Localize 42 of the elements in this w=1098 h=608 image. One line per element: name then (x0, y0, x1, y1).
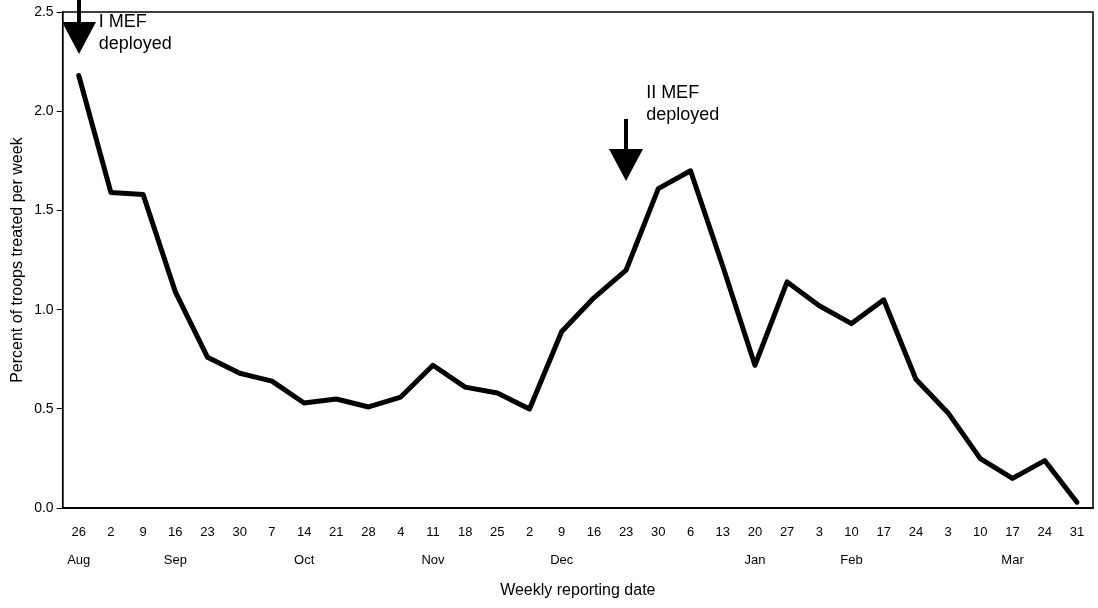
x-tick-label: 28 (361, 524, 376, 540)
x-tick-label: 20 Jan (744, 524, 766, 567)
x-tick-label: 10 Feb (840, 524, 863, 567)
x-tick-label: 30 (232, 524, 247, 540)
x-tick-label: 30 (651, 524, 666, 540)
x-tick-label: 18 (457, 524, 473, 540)
x-tick-label: 11 Nov (421, 524, 445, 567)
x-tick-label: 2 (107, 524, 115, 540)
x-tick-label: 24 (1037, 524, 1052, 540)
x-tick-label: 4 (397, 524, 405, 540)
y-tick-label: 2.0 (34, 102, 54, 119)
x-tick-label: 31 (1069, 524, 1085, 540)
x-tick-label: 26 Aug (67, 524, 91, 567)
annotation: II MEF deployed (646, 80, 720, 125)
y-tick-label: 2.5 (34, 2, 54, 19)
x-tick-label: 17 Mar (1001, 524, 1025, 567)
y-tick-label: 1.5 (34, 201, 54, 218)
x-tick-label: 27 (779, 524, 795, 540)
y-tick-label: 0.0 (34, 499, 54, 516)
y-tick-label: 0.5 (34, 399, 54, 416)
annotation: I MEF deployed (98, 10, 172, 55)
y-axis-title: Percent of troops treated per week (8, 136, 26, 383)
x-tick-label: 16 (586, 524, 602, 540)
x-tick-label: 9 (139, 524, 147, 540)
x-tick-label: 23 (618, 524, 634, 540)
x-tick-label: 17 (876, 524, 891, 540)
x-tick-label: 16 Sep (163, 524, 187, 567)
x-tick-label: 3 (944, 524, 952, 540)
x-tick-label: 3 (815, 524, 823, 540)
x-axis-title: Weekly reporting date (500, 580, 656, 598)
x-tick-label: 13 (715, 524, 730, 540)
x-tick-label: 23 (200, 524, 215, 540)
y-tick-label: 1.0 (34, 300, 54, 317)
x-tick-label: 14 Oct (294, 524, 315, 567)
x-tick-label: 9 Dec (550, 524, 574, 567)
x-tick-label: 10 (973, 524, 988, 540)
x-tick-label: 25 (490, 524, 505, 540)
x-tick-label: 2 (525, 524, 534, 540)
x-tick-label: 21 (329, 524, 344, 540)
x-tick-label: 24 (908, 524, 924, 540)
x-tick-label: 6 (686, 524, 695, 540)
x-tick-label: 7 (268, 524, 276, 540)
